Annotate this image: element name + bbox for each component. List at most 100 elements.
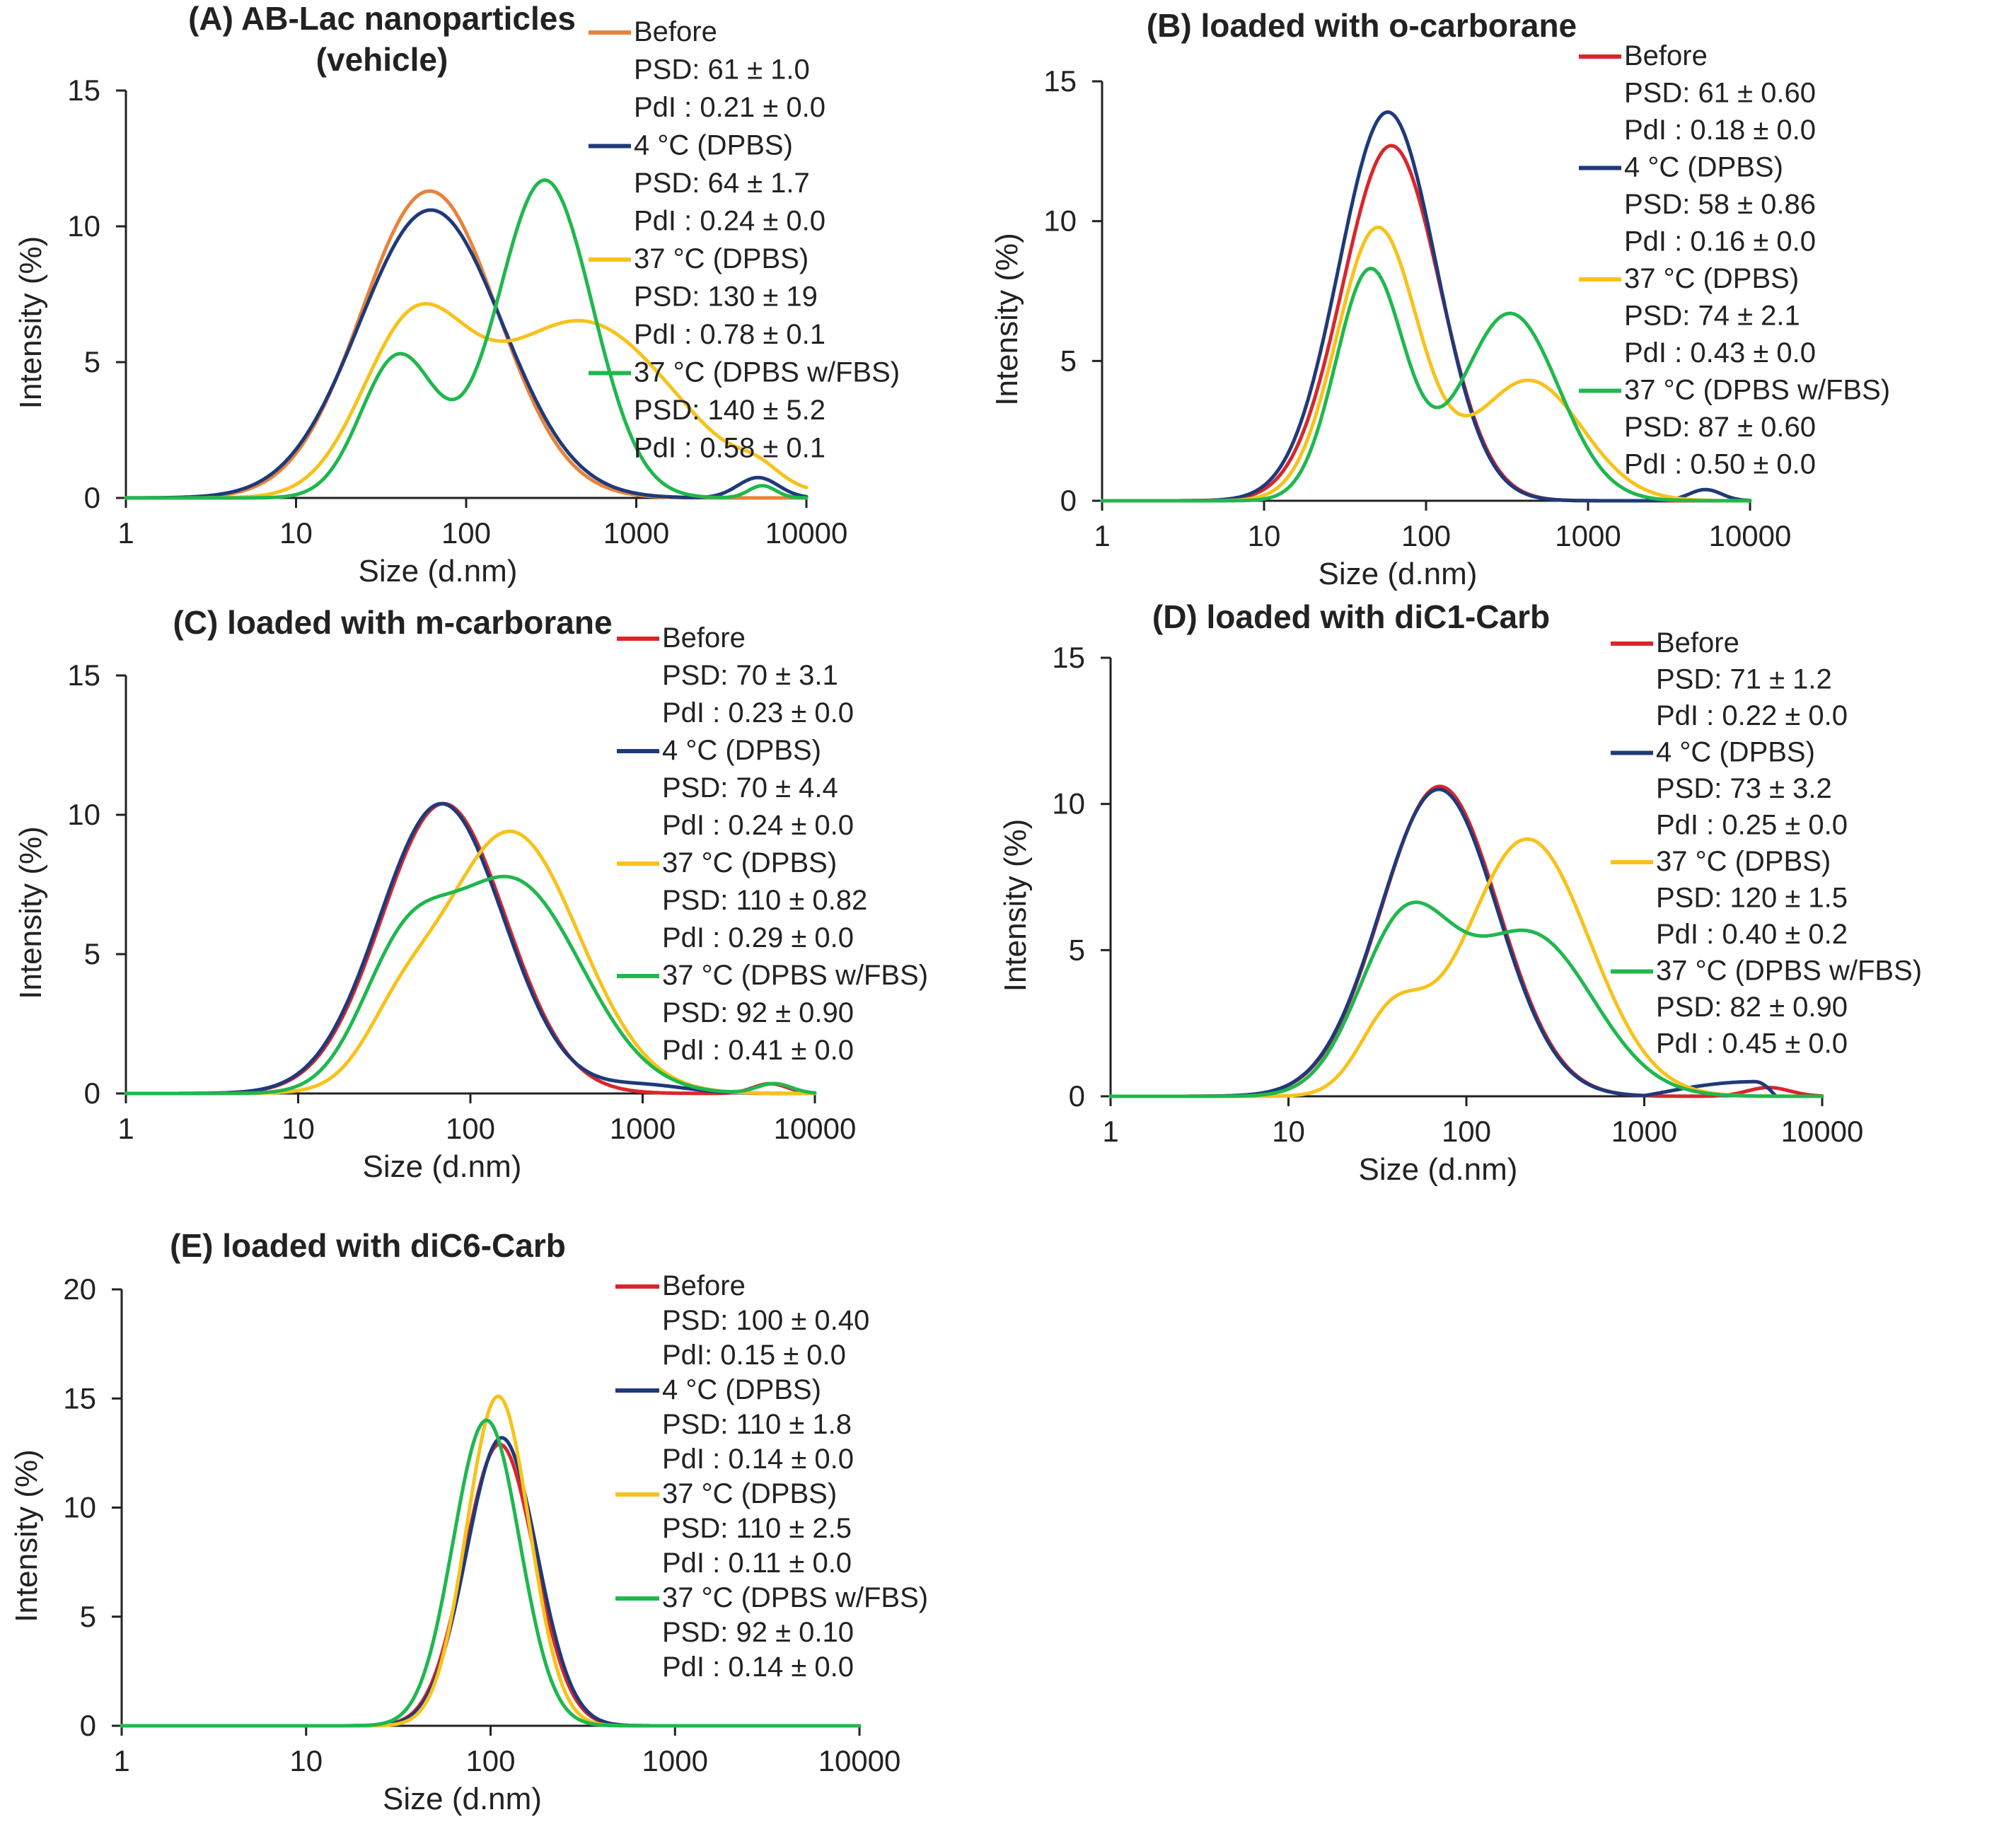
legend-label: 4 °C (DPBS) [662, 735, 821, 766]
x-tick-label: 1000 [1555, 519, 1621, 552]
x-axis-label: Size (d.nm) [359, 554, 518, 588]
legend-psd: PSD: 92 ± 0.10 [662, 1617, 854, 1648]
series-line-3 [1108, 900, 1824, 1098]
y-axis-label: Intensity (%) [9, 1449, 44, 1623]
y-tick-label: 10 [63, 1491, 96, 1524]
legend-pdi: PdI : 0.25 ± 0.0 [1656, 810, 1848, 841]
x-tick-label: 10000 [818, 1744, 901, 1777]
legend-psd: PSD: 110 ± 0.82 [662, 885, 867, 916]
y-tick-label: 0 [1069, 1079, 1085, 1113]
panel-title: (B) loaded with o-carborane [1147, 7, 1577, 44]
legend-pdi: PdI : 0.14 ± 0.0 [662, 1652, 854, 1683]
legend-label: Before [634, 16, 717, 47]
legend-psd: PSD: 61 ± 1.0 [634, 54, 810, 86]
legend-psd: PSD: 87 ± 0.60 [1624, 412, 1816, 443]
panel-title: (C) loaded with m-carborane [173, 604, 612, 641]
x-tick-label: 10 [1272, 1115, 1305, 1148]
legend-pdi: PdI : 0.78 ± 0.1 [634, 319, 825, 350]
y-tick-label: 15 [67, 74, 100, 107]
legend-psd: PSD: 110 ± 2.5 [662, 1513, 852, 1544]
y-tick-label: 10 [67, 209, 100, 243]
x-tick-label: 100 [441, 516, 491, 550]
legend-label: 37 °C (DPBS) [662, 847, 837, 878]
legend-psd: PSD: 100 ± 0.40 [662, 1305, 869, 1336]
y-tick-label: 0 [80, 1709, 96, 1742]
legend-psd: PSD: 110 ± 1.8 [662, 1409, 852, 1440]
legend-psd: PSD: 74 ± 2.1 [1624, 301, 1800, 332]
series-line-1 [124, 208, 809, 500]
legend-psd: PSD: 130 ± 19 [634, 282, 818, 313]
x-tick-label: 100 [1442, 1115, 1491, 1148]
legend-pdi: PdI: 0.15 ± 0.0 [662, 1340, 846, 1371]
x-tick-label: 10000 [774, 1112, 857, 1145]
legend-pdi: PdI : 0.16 ± 0.0 [1624, 226, 1816, 257]
legend-pdi: PdI : 0.58 ± 0.1 [634, 433, 825, 464]
legend-psd: PSD: 61 ± 0.60 [1624, 78, 1816, 109]
x-tick-label: 1 [1102, 1115, 1118, 1148]
legend-pdi: PdI : 0.11 ± 0.0 [662, 1548, 852, 1579]
y-tick-label: 0 [84, 1076, 100, 1110]
panel-title-line2: (vehicle) [316, 41, 448, 78]
x-tick-label: 10 [282, 1112, 315, 1145]
legend-psd: PSD: 92 ± 0.90 [662, 997, 854, 1028]
legend-label: Before [662, 1270, 746, 1301]
panel-c: (C) loaded with m-carborane 0 5 10 15 1 10 100 1… [13, 604, 928, 1184]
legend-label: 37 °C (DPBS w/FBS) [1624, 375, 1890, 406]
legend-pdi: PdI : 0.40 ± 0.2 [1656, 919, 1848, 950]
series-line-3 [120, 1418, 862, 1728]
series-line-3 [1100, 267, 1752, 503]
legend-pdi: PdI : 0.43 ± 0.0 [1624, 337, 1816, 368]
y-axis-label: Intensity (%) [998, 819, 1033, 992]
legend-label: 37 °C (DPBS) [1624, 263, 1799, 294]
y-tick-label: 5 [84, 345, 100, 378]
legend-label: 37 °C (DPBS w/FBS) [662, 960, 928, 991]
legend-label: Before [1624, 40, 1708, 71]
x-tick-label: 10 [1248, 519, 1281, 552]
panel-a: (A) AB-Lac nanoparticles (vehicle) 0 5 10 15 1… [13, 0, 900, 588]
legend-label: 4 °C (DPBS) [634, 130, 793, 161]
legend-pdi: PdI : 0.50 ± 0.0 [1624, 449, 1816, 480]
x-tick-label: 1 [117, 1112, 134, 1145]
x-tick-label: 1 [117, 516, 134, 550]
panel-e: (E) loaded with diC6-Carb 0 5 10 15 20 1 10 100 1… [9, 1227, 928, 1816]
x-axis-label: Size (d.nm) [383, 1782, 542, 1816]
legend-pdi: PdI : 0.45 ± 0.0 [1656, 1028, 1848, 1060]
y-tick-label: 15 [1043, 64, 1077, 98]
x-axis-label: Size (d.nm) [1319, 557, 1478, 591]
legend-label: Before [1656, 627, 1739, 658]
legend-pdi: PdI : 0.18 ± 0.0 [1624, 115, 1816, 146]
legend-pdi: PdI : 0.22 ± 0.0 [1656, 700, 1848, 731]
y-tick-label: 5 [1069, 933, 1085, 966]
legend-pdi: PdI : 0.24 ± 0.0 [634, 206, 825, 237]
x-tick-label: 10 [289, 1744, 323, 1777]
legend-label: 4 °C (DPBS) [662, 1374, 821, 1405]
legend-label: 4 °C (DPBS) [1656, 737, 1815, 768]
x-axis-label: Size (d.nm) [1359, 1152, 1518, 1187]
x-tick-label: 100 [1401, 519, 1451, 552]
legend-psd: PSD: 120 ± 1.5 [1656, 883, 1848, 914]
legend-label: 37 °C (DPBS w/FBS) [662, 1582, 928, 1613]
y-tick-label: 10 [1043, 204, 1077, 238]
legend-label: Before [662, 622, 746, 654]
x-tick-label: 10000 [765, 516, 848, 550]
y-tick-label: 15 [63, 1381, 96, 1415]
x-tick-label: 10000 [1709, 519, 1792, 552]
x-axis-label: Size (d.nm) [363, 1149, 522, 1184]
legend-psd: PSD: 58 ± 0.86 [1624, 189, 1816, 220]
y-tick-label: 10 [67, 798, 100, 831]
x-tick-label: 10000 [1781, 1115, 1864, 1148]
panel-b: (B) loaded with o-carborane 0 5 10 15 1 10 100 1… [990, 7, 1890, 591]
x-tick-label: 100 [446, 1112, 495, 1145]
legend-psd: PSD: 70 ± 3.1 [662, 660, 838, 691]
panel-d: (D) loaded with diC1-Carb 0 5 10 15 1 10 100 100… [998, 598, 1922, 1187]
legend-psd: PSD: 71 ± 1.2 [1656, 664, 1832, 695]
x-tick-label: 100 [465, 1744, 515, 1777]
series-line-3 [124, 874, 817, 1096]
legend-label: 4 °C (DPBS) [1624, 152, 1783, 183]
x-tick-label: 10 [279, 516, 313, 550]
panel-title: (D) loaded with diC1-Carb [1152, 598, 1550, 635]
y-tick-label: 15 [1052, 641, 1085, 674]
legend-pdi: PdI : 0.23 ± 0.0 [662, 697, 854, 729]
